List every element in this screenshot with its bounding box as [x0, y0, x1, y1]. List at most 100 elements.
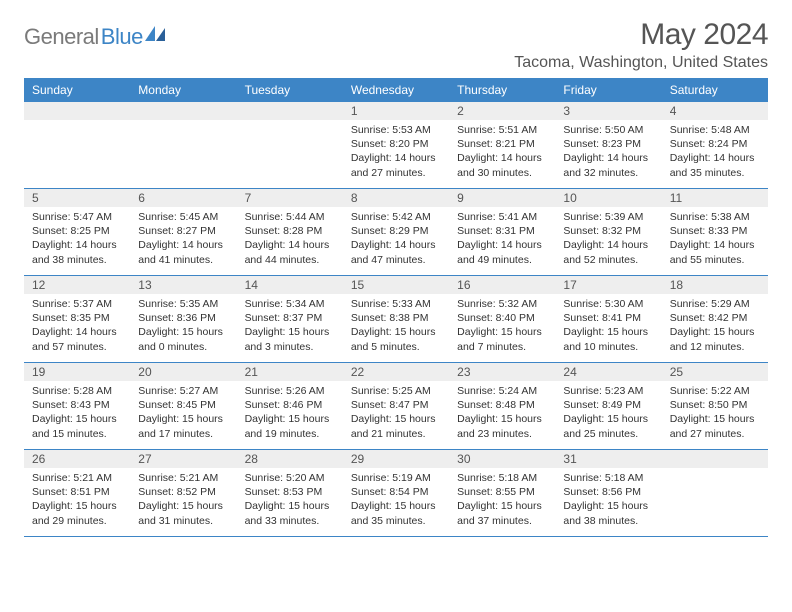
sunrise-text: Sunrise: 5:20 AM	[245, 471, 337, 485]
day-details: Sunrise: 5:48 AMSunset: 8:24 PMDaylight:…	[662, 120, 768, 184]
day-cell: 7Sunrise: 5:44 AMSunset: 8:28 PMDaylight…	[237, 189, 343, 275]
week-row: 5Sunrise: 5:47 AMSunset: 8:25 PMDaylight…	[24, 189, 768, 276]
sunrise-text: Sunrise: 5:29 AM	[670, 297, 762, 311]
sunrise-text: Sunrise: 5:51 AM	[457, 123, 549, 137]
sunrise-text: Sunrise: 5:34 AM	[245, 297, 337, 311]
daylight-text: Daylight: 15 hours and 5 minutes.	[351, 325, 443, 353]
daylight-text: Daylight: 15 hours and 12 minutes.	[670, 325, 762, 353]
day-header: Saturday	[662, 78, 768, 102]
sunrise-text: Sunrise: 5:42 AM	[351, 210, 443, 224]
day-cell: 12Sunrise: 5:37 AMSunset: 8:35 PMDayligh…	[24, 276, 130, 362]
day-cell: 2Sunrise: 5:51 AMSunset: 8:21 PMDaylight…	[449, 102, 555, 188]
day-number: 19	[24, 363, 130, 381]
day-details: Sunrise: 5:45 AMSunset: 8:27 PMDaylight:…	[130, 207, 236, 271]
sunset-text: Sunset: 8:42 PM	[670, 311, 762, 325]
day-number: 31	[555, 450, 661, 468]
day-number: 28	[237, 450, 343, 468]
day-cell: 10Sunrise: 5:39 AMSunset: 8:32 PMDayligh…	[555, 189, 661, 275]
daylight-text: Daylight: 15 hours and 27 minutes.	[670, 412, 762, 440]
day-cell: 28Sunrise: 5:20 AMSunset: 8:53 PMDayligh…	[237, 450, 343, 536]
sunset-text: Sunset: 8:43 PM	[32, 398, 124, 412]
day-cell: 19Sunrise: 5:28 AMSunset: 8:43 PMDayligh…	[24, 363, 130, 449]
daylight-text: Daylight: 15 hours and 31 minutes.	[138, 499, 230, 527]
topbar: GeneralBlue May 2024 Tacoma, Washington,…	[24, 18, 768, 72]
day-details: Sunrise: 5:34 AMSunset: 8:37 PMDaylight:…	[237, 294, 343, 358]
day-cell	[24, 102, 130, 188]
sunrise-text: Sunrise: 5:50 AM	[563, 123, 655, 137]
sunset-text: Sunset: 8:54 PM	[351, 485, 443, 499]
day-details: Sunrise: 5:38 AMSunset: 8:33 PMDaylight:…	[662, 207, 768, 271]
sunrise-text: Sunrise: 5:21 AM	[32, 471, 124, 485]
daylight-text: Daylight: 14 hours and 41 minutes.	[138, 238, 230, 266]
day-header: Wednesday	[343, 78, 449, 102]
day-cell: 5Sunrise: 5:47 AMSunset: 8:25 PMDaylight…	[24, 189, 130, 275]
daylight-text: Daylight: 15 hours and 33 minutes.	[245, 499, 337, 527]
daylight-text: Daylight: 15 hours and 29 minutes.	[32, 499, 124, 527]
day-details: Sunrise: 5:19 AMSunset: 8:54 PMDaylight:…	[343, 468, 449, 532]
daylight-text: Daylight: 14 hours and 57 minutes.	[32, 325, 124, 353]
logo-flag-icon	[145, 26, 171, 49]
day-cell: 17Sunrise: 5:30 AMSunset: 8:41 PMDayligh…	[555, 276, 661, 362]
sunrise-text: Sunrise: 5:48 AM	[670, 123, 762, 137]
daylight-text: Daylight: 15 hours and 21 minutes.	[351, 412, 443, 440]
day-number: 1	[343, 102, 449, 120]
day-number: 30	[449, 450, 555, 468]
weeks-container: 1Sunrise: 5:53 AMSunset: 8:20 PMDaylight…	[24, 102, 768, 537]
day-cell: 26Sunrise: 5:21 AMSunset: 8:51 PMDayligh…	[24, 450, 130, 536]
sunrise-text: Sunrise: 5:47 AM	[32, 210, 124, 224]
day-details: Sunrise: 5:47 AMSunset: 8:25 PMDaylight:…	[24, 207, 130, 271]
day-cell: 4Sunrise: 5:48 AMSunset: 8:24 PMDaylight…	[662, 102, 768, 188]
month-title: May 2024	[514, 18, 768, 52]
day-details: Sunrise: 5:51 AMSunset: 8:21 PMDaylight:…	[449, 120, 555, 184]
day-cell: 31Sunrise: 5:18 AMSunset: 8:56 PMDayligh…	[555, 450, 661, 536]
day-number: 11	[662, 189, 768, 207]
daylight-text: Daylight: 14 hours and 27 minutes.	[351, 151, 443, 179]
day-cell: 18Sunrise: 5:29 AMSunset: 8:42 PMDayligh…	[662, 276, 768, 362]
day-details: Sunrise: 5:27 AMSunset: 8:45 PMDaylight:…	[130, 381, 236, 445]
day-details	[130, 120, 236, 127]
week-row: 1Sunrise: 5:53 AMSunset: 8:20 PMDaylight…	[24, 102, 768, 189]
day-number: 6	[130, 189, 236, 207]
sunrise-text: Sunrise: 5:30 AM	[563, 297, 655, 311]
sunrise-text: Sunrise: 5:41 AM	[457, 210, 549, 224]
sunset-text: Sunset: 8:56 PM	[563, 485, 655, 499]
day-number: 14	[237, 276, 343, 294]
day-details: Sunrise: 5:37 AMSunset: 8:35 PMDaylight:…	[24, 294, 130, 358]
daylight-text: Daylight: 15 hours and 0 minutes.	[138, 325, 230, 353]
daylight-text: Daylight: 15 hours and 3 minutes.	[245, 325, 337, 353]
sunset-text: Sunset: 8:38 PM	[351, 311, 443, 325]
day-number	[130, 102, 236, 120]
day-details: Sunrise: 5:35 AMSunset: 8:36 PMDaylight:…	[130, 294, 236, 358]
day-cell: 27Sunrise: 5:21 AMSunset: 8:52 PMDayligh…	[130, 450, 236, 536]
day-header: Monday	[130, 78, 236, 102]
sunset-text: Sunset: 8:31 PM	[457, 224, 549, 238]
day-details: Sunrise: 5:30 AMSunset: 8:41 PMDaylight:…	[555, 294, 661, 358]
day-number: 12	[24, 276, 130, 294]
sunrise-text: Sunrise: 5:35 AM	[138, 297, 230, 311]
daylight-text: Daylight: 14 hours and 52 minutes.	[563, 238, 655, 266]
sunrise-text: Sunrise: 5:19 AM	[351, 471, 443, 485]
day-number: 21	[237, 363, 343, 381]
sunset-text: Sunset: 8:52 PM	[138, 485, 230, 499]
daylight-text: Daylight: 15 hours and 17 minutes.	[138, 412, 230, 440]
day-cell: 25Sunrise: 5:22 AMSunset: 8:50 PMDayligh…	[662, 363, 768, 449]
day-number: 2	[449, 102, 555, 120]
sunset-text: Sunset: 8:47 PM	[351, 398, 443, 412]
day-number: 23	[449, 363, 555, 381]
day-details	[24, 120, 130, 127]
daylight-text: Daylight: 14 hours and 30 minutes.	[457, 151, 549, 179]
day-cell: 1Sunrise: 5:53 AMSunset: 8:20 PMDaylight…	[343, 102, 449, 188]
day-cell: 29Sunrise: 5:19 AMSunset: 8:54 PMDayligh…	[343, 450, 449, 536]
day-header: Thursday	[449, 78, 555, 102]
day-header: Tuesday	[237, 78, 343, 102]
daylight-text: Daylight: 14 hours and 32 minutes.	[563, 151, 655, 179]
daylight-text: Daylight: 14 hours and 55 minutes.	[670, 238, 762, 266]
day-number: 24	[555, 363, 661, 381]
day-details: Sunrise: 5:33 AMSunset: 8:38 PMDaylight:…	[343, 294, 449, 358]
sunrise-text: Sunrise: 5:18 AM	[563, 471, 655, 485]
sunset-text: Sunset: 8:45 PM	[138, 398, 230, 412]
day-cell: 21Sunrise: 5:26 AMSunset: 8:46 PMDayligh…	[237, 363, 343, 449]
day-number: 13	[130, 276, 236, 294]
daylight-text: Daylight: 14 hours and 44 minutes.	[245, 238, 337, 266]
day-details: Sunrise: 5:41 AMSunset: 8:31 PMDaylight:…	[449, 207, 555, 271]
